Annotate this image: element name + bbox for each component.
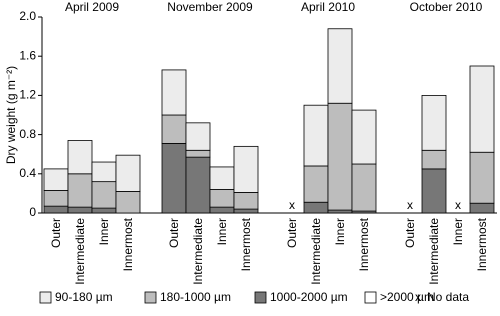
x-tick-label: Intermediate	[73, 218, 87, 285]
bar-segment	[91, 181, 117, 209]
legend-swatch	[144, 291, 157, 304]
bar-segment	[43, 205, 69, 214]
group-label: November 2009	[167, 0, 253, 14]
y-tick-label: 1.6	[19, 48, 36, 62]
bar-segment	[351, 109, 377, 165]
legend-no-data-marker: x	[415, 290, 421, 304]
x-tick-label: Intermediate	[309, 218, 323, 285]
no-data-marker: x	[289, 198, 295, 212]
bar-segment	[185, 122, 211, 151]
y-tick-label: 0.4	[19, 166, 36, 180]
bar-segment	[115, 154, 141, 192]
legend-label: >2000 µm	[380, 290, 434, 304]
legend-no-data-label: No data	[427, 290, 469, 304]
bar-segment	[469, 65, 495, 153]
bar-segment	[209, 206, 235, 214]
bar-segment	[43, 190, 69, 207]
bar-segment	[209, 166, 235, 190]
legend-label: 90-180 µm	[55, 290, 113, 304]
bar-segment	[351, 163, 377, 212]
bar-segment	[469, 202, 495, 214]
x-tick-label: Intermediate	[191, 218, 205, 285]
no-data-marker: x	[407, 198, 413, 212]
bar-segment	[327, 209, 353, 214]
y-tick-label: 1.2	[19, 88, 36, 102]
no-data-marker: x	[455, 198, 461, 212]
legend-swatch	[39, 291, 52, 304]
bar-segment	[233, 192, 259, 210]
bar-segment	[185, 149, 211, 158]
y-tick-label: 2.0	[19, 9, 36, 23]
x-tick-label: Outer	[285, 218, 299, 248]
bar-segment	[421, 168, 447, 214]
bar-segment	[327, 102, 353, 211]
legend-swatch	[254, 291, 267, 304]
x-tick-label: Outer	[403, 218, 417, 248]
bar-segment	[161, 114, 187, 144]
legend-label: 1000-2000 µm	[270, 290, 348, 304]
y-tick-label: 0	[29, 205, 36, 219]
x-tick-label: Inner	[97, 218, 111, 245]
bar-segment	[421, 95, 447, 151]
bar-segment	[233, 145, 259, 193]
y-tick-label: 0.8	[19, 127, 36, 141]
x-tick-label: Intermediate	[427, 218, 441, 285]
group-label: October 2010	[410, 0, 483, 14]
bar-segment	[421, 149, 447, 170]
x-tick-label: Innermost	[357, 217, 371, 271]
bar-segment	[209, 189, 235, 208]
x-tick-label: Inner	[333, 218, 347, 245]
x-tick-label: Innermost	[475, 217, 489, 271]
x-tick-label: Inner	[215, 218, 229, 245]
bar-segment	[43, 168, 69, 191]
x-tick-label: Outer	[167, 218, 181, 248]
bar-segment	[67, 206, 93, 214]
bar-segment	[67, 173, 93, 208]
x-tick-label: Innermost	[239, 217, 253, 271]
bar-segment	[303, 104, 329, 167]
bar-segment	[161, 143, 187, 214]
bar-segment	[303, 165, 329, 203]
bar-segment	[91, 161, 117, 183]
group-label: April 2009	[65, 0, 119, 14]
bar-segment	[327, 28, 353, 104]
x-tick-label: Outer	[49, 218, 63, 248]
bar-segment	[303, 201, 329, 214]
legend-label: 180-1000 µm	[160, 290, 231, 304]
group-label: April 2010	[301, 0, 355, 14]
bar-segment	[185, 156, 211, 214]
bar-segment	[469, 151, 495, 204]
legend-swatch	[364, 291, 377, 304]
bar-segment	[67, 140, 93, 175]
y-axis-label: Dry weight (g m⁻²)	[4, 66, 18, 164]
x-tick-label: Inner	[451, 218, 465, 245]
x-tick-label: Innermost	[121, 217, 135, 271]
bar-segment	[161, 69, 187, 116]
bar-segment	[91, 207, 117, 214]
bar-segment	[115, 191, 141, 214]
bar-segment	[233, 208, 259, 214]
